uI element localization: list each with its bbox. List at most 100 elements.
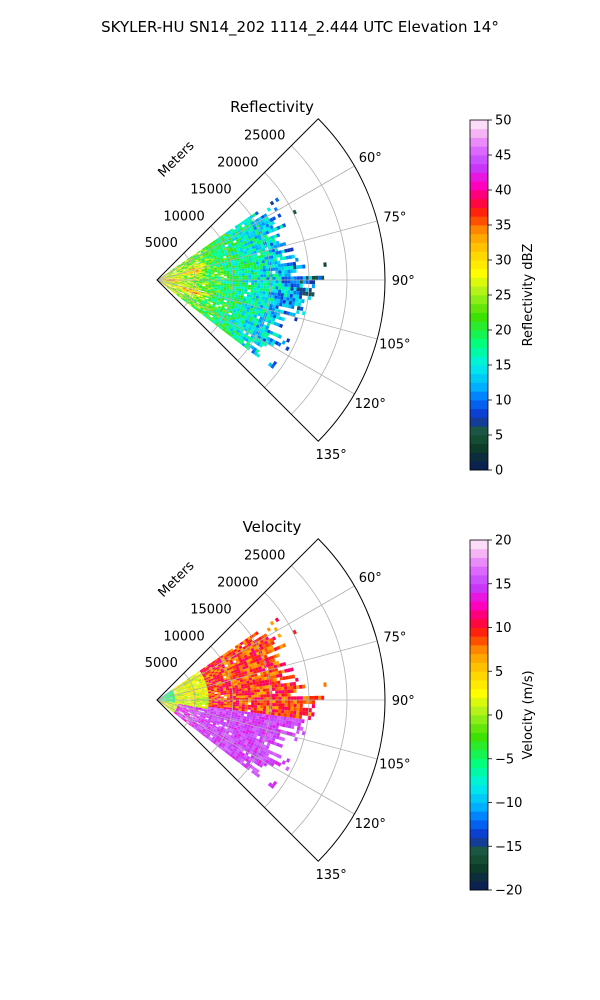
radar-cell bbox=[213, 729, 217, 732]
radar-cell bbox=[217, 693, 221, 696]
radar-cell bbox=[274, 292, 278, 296]
radar-cell bbox=[204, 269, 208, 272]
radar-cell bbox=[178, 276, 182, 278]
radar-cell bbox=[202, 668, 207, 672]
radar-cell bbox=[166, 701, 170, 702]
radar-cell bbox=[275, 254, 280, 258]
radar-cell bbox=[270, 320, 275, 325]
radar-cell bbox=[257, 255, 262, 259]
radar-cell bbox=[160, 279, 163, 280]
radar-cell bbox=[251, 731, 256, 735]
radar-cell bbox=[281, 317, 286, 322]
radar-cell bbox=[223, 257, 227, 261]
radar-cell bbox=[174, 285, 178, 287]
radar-cell bbox=[205, 723, 210, 727]
radar-cell bbox=[244, 706, 248, 710]
radar-cell bbox=[214, 726, 219, 729]
radar-cell bbox=[187, 700, 191, 702]
radar-cell bbox=[162, 696, 166, 698]
radar-cell bbox=[281, 249, 285, 254]
radar-cell bbox=[270, 228, 275, 233]
radar-cell bbox=[183, 273, 187, 275]
radar-cell bbox=[208, 691, 212, 694]
radar-cell bbox=[225, 317, 230, 322]
radar-cell bbox=[206, 734, 210, 738]
radar-cell bbox=[228, 657, 232, 661]
radar-cell bbox=[199, 723, 203, 726]
radar-cell bbox=[194, 724, 198, 728]
radar-cell bbox=[187, 276, 191, 278]
radar-cell bbox=[187, 278, 191, 280]
radar-cell bbox=[211, 271, 215, 273]
radar-cell bbox=[209, 662, 214, 666]
radar-cell bbox=[246, 734, 251, 739]
radar-cell bbox=[289, 297, 293, 302]
radar-cell bbox=[273, 718, 278, 723]
colorbar-segment bbox=[470, 566, 488, 576]
radar-cell bbox=[217, 319, 221, 324]
radar-cell bbox=[250, 313, 255, 318]
radar-cell bbox=[318, 275, 322, 280]
radar-cell bbox=[211, 245, 215, 249]
radar-cell bbox=[213, 300, 218, 303]
radar-cell bbox=[202, 274, 206, 277]
radar-cell bbox=[200, 670, 204, 673]
radar-cell bbox=[196, 704, 200, 706]
radar-cell bbox=[212, 303, 216, 306]
radar-cell bbox=[175, 281, 179, 282]
radar-cell bbox=[162, 282, 166, 284]
radar-cell bbox=[182, 261, 186, 265]
radar-cell bbox=[231, 243, 235, 247]
radar-cell bbox=[177, 713, 180, 716]
radar-cell bbox=[244, 265, 248, 269]
radar-cell bbox=[272, 280, 276, 284]
radar-cell bbox=[168, 283, 172, 285]
radar-cell bbox=[228, 237, 232, 241]
radar-cell bbox=[175, 278, 179, 280]
radar-cell bbox=[243, 334, 248, 338]
radar-cell bbox=[214, 297, 219, 300]
radar-cell bbox=[251, 272, 255, 276]
radar-cell bbox=[202, 723, 206, 727]
radar-cell bbox=[261, 260, 266, 264]
radar-cell bbox=[204, 671, 208, 674]
radar-cell bbox=[198, 691, 202, 694]
radar-cell bbox=[282, 242, 287, 247]
radar-cell bbox=[208, 672, 212, 676]
radar-cell bbox=[239, 700, 243, 703]
radar-cell bbox=[297, 722, 302, 727]
radar-cell bbox=[214, 313, 218, 317]
radar-cell bbox=[275, 735, 280, 740]
colorbar-segment bbox=[470, 312, 488, 322]
radar-cell bbox=[232, 702, 236, 705]
radar-cell bbox=[187, 292, 191, 295]
radar-cell bbox=[231, 672, 236, 676]
radar-cell bbox=[247, 649, 252, 654]
radar-cell bbox=[253, 290, 257, 294]
radar-cell bbox=[166, 278, 170, 280]
radar-cell bbox=[240, 661, 245, 666]
radar-cell bbox=[279, 743, 284, 748]
radar-cell bbox=[225, 252, 229, 256]
radar-cell bbox=[254, 229, 259, 233]
radar-cell bbox=[227, 295, 232, 298]
radar-cell bbox=[263, 253, 267, 258]
radar-cell bbox=[164, 705, 167, 708]
radar-cell bbox=[267, 319, 272, 324]
radar-cell bbox=[199, 703, 203, 705]
radar-cell bbox=[178, 282, 182, 284]
radar-cell bbox=[220, 744, 225, 749]
radar-cell bbox=[197, 250, 201, 254]
radar-cell bbox=[238, 704, 242, 707]
radar-cell bbox=[229, 228, 234, 232]
radar-cell bbox=[272, 724, 276, 729]
sector-outline bbox=[156, 118, 386, 442]
radar-cell bbox=[196, 697, 200, 699]
radar-cell bbox=[263, 697, 267, 700]
radar-cell bbox=[166, 697, 169, 699]
radar-cell bbox=[273, 664, 278, 669]
radar-cell bbox=[222, 267, 227, 270]
radar-cell bbox=[259, 293, 263, 297]
radar-cell bbox=[225, 686, 230, 690]
